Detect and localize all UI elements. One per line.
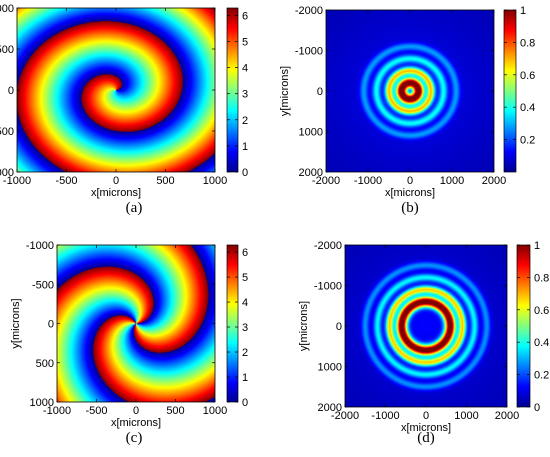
- panel-caption: (b): [401, 200, 419, 216]
- colorbar-tick-label: 3: [242, 322, 248, 334]
- y-tick-label: 1000: [30, 397, 54, 409]
- y-tick-label: 0: [48, 319, 54, 331]
- x-tick-label: -500: [55, 175, 77, 187]
- colorbar-tick-label: 0.4: [534, 337, 549, 349]
- x-tick-label: 500: [166, 405, 184, 417]
- y-tick-label: 2000: [318, 402, 342, 414]
- colorbar-tick-label: 1: [520, 5, 526, 17]
- x-axis-label: x[microns]: [401, 422, 451, 434]
- heatmap-image: [17, 8, 215, 172]
- chart-panel-1: -1000-50005001000-1000-50005001000x[micr…: [0, 3, 248, 216]
- y-axis-label: y[microns]: [298, 301, 310, 351]
- y-tick-label: -1000: [26, 240, 54, 252]
- panel-caption: (c): [126, 430, 143, 446]
- y-tick-label: -500: [0, 44, 14, 56]
- x-tick-label: 1000: [440, 175, 464, 187]
- colorbar-tick-label: 0: [534, 402, 540, 414]
- x-tick-label: 2000: [495, 410, 519, 422]
- x-tick-label: -1000: [43, 405, 71, 417]
- x-tick-label: 0: [133, 405, 139, 417]
- colorbar-tick-label: 4: [242, 297, 248, 309]
- x-axis-label: x[microns]: [111, 417, 161, 429]
- colorbar: [226, 244, 239, 403]
- panel-caption: (a): [126, 200, 143, 216]
- colorbar-tick-label: 2: [242, 347, 248, 359]
- colorbar-tick-label: 5: [242, 272, 248, 284]
- colorbar-tick-label: 2: [242, 115, 248, 127]
- colorbar-tick-label: 0.2: [520, 135, 535, 147]
- x-tick-label: -1000: [371, 410, 399, 422]
- chart-panel-4: -2000 -1000 0 1000 2000-2000-1000010002000x[…: [298, 240, 549, 446]
- y-tick-label: 500: [0, 126, 14, 138]
- y-tick-label: 1000: [318, 362, 342, 374]
- colorbar-tick-label: 1: [242, 372, 248, 384]
- colorbar-tick-label: 6: [242, 10, 248, 22]
- y-tick-label: 0: [317, 86, 323, 98]
- colorbar: [516, 244, 531, 408]
- x-tick-label: 1000: [454, 410, 478, 422]
- heatmap-image: [345, 245, 507, 407]
- x-tick-label: -1000: [3, 175, 31, 187]
- panel-caption: (d): [417, 430, 435, 446]
- y-tick-label: 2000: [299, 167, 323, 179]
- x-tick-label: 2000: [482, 175, 506, 187]
- colorbar-tick-label: 1: [534, 240, 540, 252]
- colorbar-tick-label: 5: [242, 36, 248, 48]
- y-axis-label: y[microns]: [10, 298, 22, 348]
- colorbar-tick-label: 0: [242, 397, 248, 409]
- y-tick-label: 1000: [299, 127, 323, 139]
- x-tick-label: 500: [156, 175, 174, 187]
- y-tick-label: -500: [32, 279, 54, 291]
- colorbar-tick-label: 0.6: [520, 70, 535, 82]
- x-tick-label: 0: [113, 175, 119, 187]
- colorbar-tick-label: 1: [242, 141, 248, 153]
- x-tick-label: -1000: [354, 175, 382, 187]
- colorbar-tick-label: 0.8: [534, 272, 549, 284]
- y-tick-label: 1000: [0, 167, 14, 179]
- x-tick-label: -2000: [312, 175, 340, 187]
- colorbar-tick-label: 4: [242, 63, 248, 75]
- colorbar-tick-label: 0.8: [520, 37, 535, 49]
- chart-panel-2: -2000 -1000 0 1000 2000-2000-1000010002000x[…: [279, 5, 535, 216]
- colorbar-tick-label: 0.4: [520, 102, 535, 114]
- y-tick-label: -1000: [0, 3, 14, 15]
- heatmap-image: [57, 245, 215, 402]
- y-tick-label: 0: [8, 85, 14, 97]
- colorbar-tick-label: 0.2: [534, 370, 549, 382]
- colorbar-tick-label: 0: [242, 167, 248, 179]
- chart-panel-3: -1000 -500 0 500 1000-1000-50005001000x[micr…: [10, 240, 248, 446]
- colorbar-tick-label: 3: [242, 89, 248, 101]
- x-tick-label: -2000: [331, 410, 359, 422]
- colorbar-tick-label: 0.6: [534, 305, 549, 317]
- y-axis-label: y[microns]: [279, 66, 291, 116]
- y-tick-label: 0: [336, 321, 342, 333]
- y-tick-label: -2000: [314, 240, 342, 252]
- y-tick-label: 500: [36, 358, 54, 370]
- x-tick-label: 0: [407, 175, 413, 187]
- x-tick-label: 1000: [203, 405, 227, 417]
- x-axis-label: x[microns]: [385, 187, 435, 199]
- colorbar-tick-label: 6: [242, 247, 248, 259]
- x-tick-label: 0: [423, 410, 429, 422]
- y-tick-label: -2000: [295, 5, 323, 17]
- colorbar: [226, 7, 239, 173]
- heatmap-image: [326, 10, 494, 172]
- colorbar: [503, 9, 517, 173]
- y-tick-label: -1000: [295, 46, 323, 58]
- x-axis-label: x[microns]: [91, 187, 141, 199]
- y-tick-label: -1000: [314, 281, 342, 293]
- x-tick-label: 1000: [203, 175, 227, 187]
- x-tick-label: -500: [85, 405, 107, 417]
